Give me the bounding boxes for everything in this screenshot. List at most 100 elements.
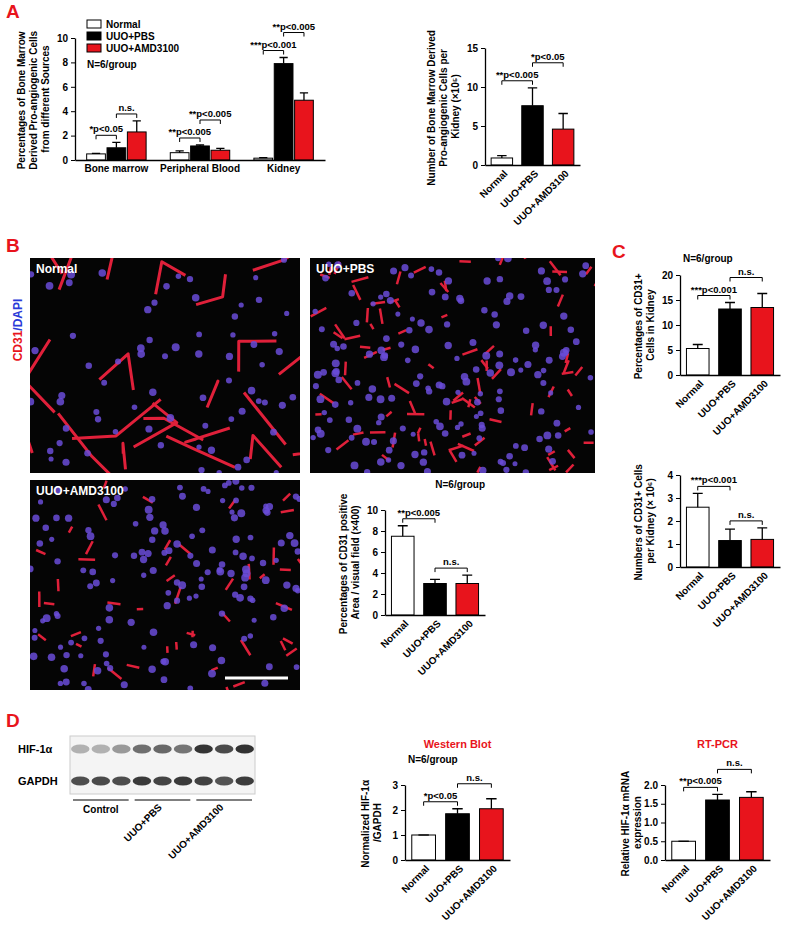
figure: ABCDNormalUUO+PBSUUO+AMD3100CD31/DAPIHIF… xyxy=(0,0,793,940)
micrograph-nucleus xyxy=(261,680,268,687)
micrograph-nucleus xyxy=(332,359,340,367)
micrograph-nucleus xyxy=(459,452,466,459)
micrograph-nucleus xyxy=(49,537,54,542)
micrograph-vessel xyxy=(99,354,133,390)
micrograph-nucleus xyxy=(588,429,594,435)
micrograph-nucleus xyxy=(521,444,528,451)
x-tick: Normal xyxy=(659,863,691,895)
error-bar xyxy=(757,294,767,308)
micrograph-vessel xyxy=(336,440,348,449)
micrograph-nucleus xyxy=(293,493,299,499)
micrograph-nucleus xyxy=(219,610,225,616)
stain-label: CD31/DAPI xyxy=(11,299,25,362)
micrograph-nucleus xyxy=(425,326,433,334)
micrograph-nucleus xyxy=(260,560,266,566)
micrograph-nucleus xyxy=(57,398,65,406)
y-tick-label: 6 xyxy=(62,82,68,93)
micrograph-nucleus xyxy=(401,264,408,271)
micrograph-nucleus xyxy=(70,333,76,339)
micrograph-nucleus xyxy=(37,540,44,547)
y-tick: 0 xyxy=(667,370,680,381)
blot-band xyxy=(153,777,172,786)
micrograph-nucleus xyxy=(562,276,568,282)
micrograph-vessel xyxy=(250,435,281,467)
micrograph-nucleus xyxy=(166,547,173,554)
significance-bracket xyxy=(730,278,762,282)
y-tick-label: 8 xyxy=(372,526,378,537)
annotation: ***p<0.001 xyxy=(691,284,738,295)
blot-band xyxy=(215,777,234,786)
significance-bracket xyxy=(116,114,136,118)
legend: NormalUUO+PBSUUO+AMD3100 xyxy=(87,19,180,54)
bar xyxy=(211,150,230,160)
error-bar xyxy=(725,529,735,541)
error-bar xyxy=(693,493,703,507)
micrograph-nucleus xyxy=(227,570,234,577)
y-tick-label: 0 xyxy=(667,370,673,381)
micrograph-nucleus xyxy=(141,645,146,650)
chart: 0246810NormalUUO+PBSUUO+AMD3100Percentag… xyxy=(338,479,486,677)
significance-bracket xyxy=(502,81,533,85)
micrograph-vessel xyxy=(450,450,457,461)
annotation: *p<0.05 xyxy=(531,51,565,62)
error-bar xyxy=(196,144,204,146)
blot-band xyxy=(194,777,213,786)
micrograph-nucleus xyxy=(264,509,271,516)
micrograph-vessel xyxy=(410,401,415,413)
y-tick: 10 xyxy=(57,33,75,44)
bar xyxy=(254,158,273,160)
micrograph-nucleus xyxy=(30,653,37,661)
micrograph-nucleus xyxy=(266,663,273,670)
y-tick: 6 xyxy=(372,547,385,558)
y-tick: 6 xyxy=(62,82,75,93)
micrograph-nucleus xyxy=(512,461,517,466)
y-tick-mark xyxy=(381,594,385,595)
micrograph-nucleus xyxy=(30,271,34,277)
micrograph-nucleus xyxy=(479,467,486,473)
y-tick-label: 10 xyxy=(367,505,379,516)
micrograph-vessel xyxy=(166,557,171,565)
micrograph-nucleus xyxy=(149,536,155,542)
micrograph-nucleus xyxy=(241,574,249,582)
y-tick-mark xyxy=(481,87,485,88)
significance-bracket xyxy=(684,787,718,791)
micrograph-nucleus xyxy=(278,540,285,547)
micrograph-nucleus xyxy=(151,300,157,306)
micrograph-nucleus xyxy=(193,504,200,511)
micrograph-nucleus xyxy=(248,387,256,395)
y-tick: 3 xyxy=(392,780,405,791)
plot-marks xyxy=(686,294,773,376)
micrograph-background xyxy=(30,480,300,690)
micrograph-nucleus xyxy=(366,351,373,358)
micrograph-nucleus xyxy=(31,347,38,354)
legend-label: UUO+PBS xyxy=(106,31,155,42)
micrograph-nucleus xyxy=(252,618,257,623)
micrograph-vessel xyxy=(462,433,470,436)
micrograph-nucleus xyxy=(541,368,547,374)
micrograph-nucleus xyxy=(201,486,207,492)
error-bar xyxy=(279,58,287,64)
micrograph-nucleus xyxy=(38,499,43,504)
y-tick: 15 xyxy=(662,295,680,306)
blot-band xyxy=(92,777,111,786)
y-tick-label: 4 xyxy=(667,470,673,481)
micrograph-nucleus xyxy=(378,414,385,421)
micrograph-nucleus xyxy=(540,380,546,386)
micrograph-nucleus xyxy=(256,297,262,303)
significance-bracket xyxy=(284,33,304,37)
y-tick: 0 xyxy=(372,610,385,621)
micrograph-nucleus xyxy=(443,398,451,406)
micrograph-vessel xyxy=(531,403,533,415)
micrograph-nucleus xyxy=(534,371,541,378)
chart-title: RT-PCR xyxy=(697,738,738,750)
y-tick-label: 6 xyxy=(372,547,378,558)
y-tick-mark xyxy=(381,615,385,616)
micrograph-nucleus xyxy=(141,573,146,578)
micrograph-nucleus xyxy=(579,270,586,277)
micrograph-vessel xyxy=(36,550,45,554)
micrograph-label: UUO+AMD3100 xyxy=(36,484,124,498)
micrograph-nucleus xyxy=(239,553,246,560)
y-tick-mark xyxy=(401,860,405,861)
micrograph-vessel xyxy=(417,433,420,441)
micrograph-nucleus xyxy=(335,377,342,384)
